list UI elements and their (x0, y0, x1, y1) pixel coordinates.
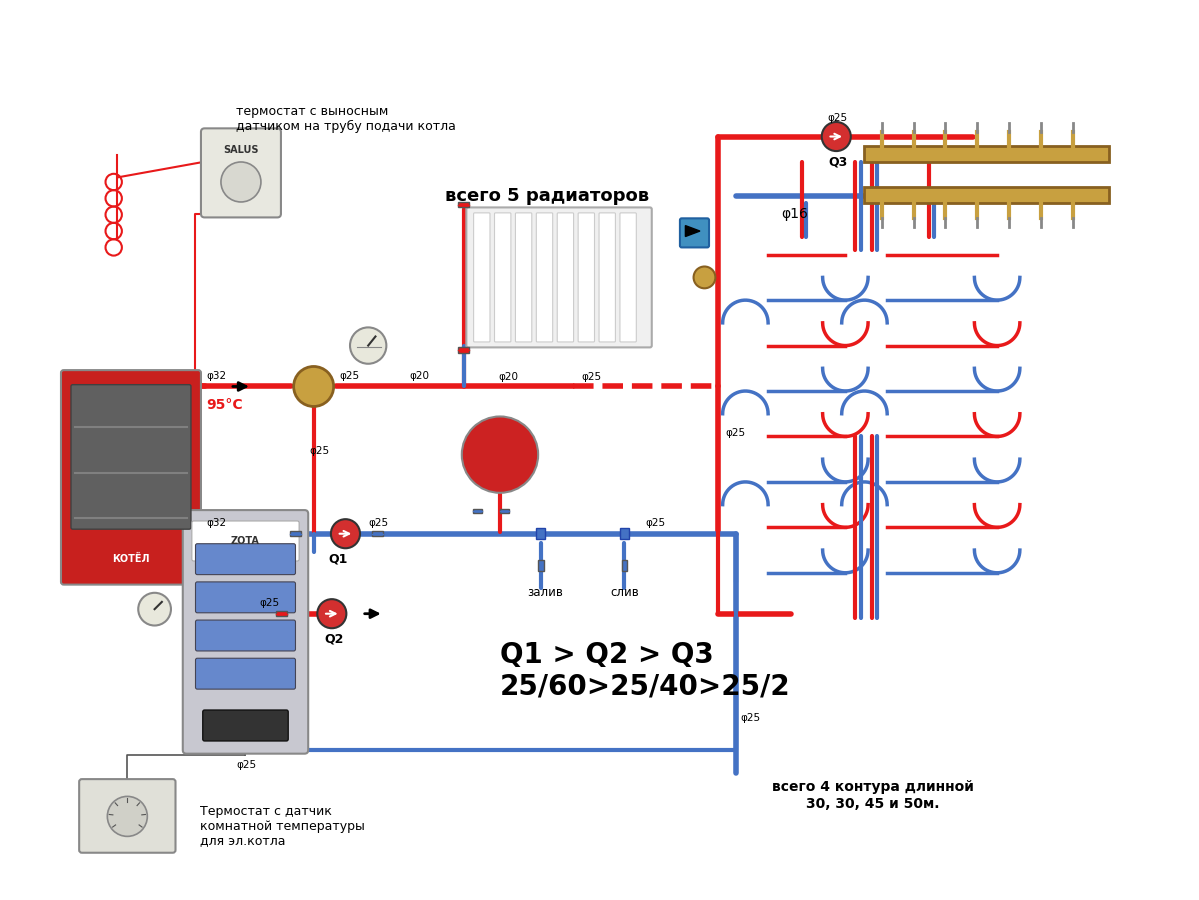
Circle shape (693, 266, 716, 288)
Text: φ25: φ25 (827, 113, 848, 123)
Circle shape (221, 162, 261, 202)
Text: φ20: φ20 (409, 371, 429, 381)
FancyBboxPatch shape (201, 129, 281, 218)
FancyBboxPatch shape (620, 213, 637, 342)
Text: Q2: Q2 (324, 633, 343, 645)
FancyBboxPatch shape (182, 510, 308, 753)
Text: всего 4 контура длинной
30, 30, 45 и 50м.: всего 4 контура длинной 30, 30, 45 и 50м… (772, 780, 974, 811)
Text: φ25: φ25 (309, 446, 330, 456)
Text: φ25: φ25 (741, 713, 761, 724)
Circle shape (138, 593, 171, 626)
Text: 95°C: 95°C (206, 398, 243, 411)
Circle shape (318, 599, 347, 628)
Bar (458, 202, 469, 207)
Text: термостат с выносным
датчиком на трубу подачи котла: термостат с выносным датчиком на трубу п… (236, 104, 457, 133)
Bar (500, 508, 510, 513)
FancyBboxPatch shape (863, 146, 1109, 162)
Text: φ25: φ25 (645, 518, 665, 527)
Text: залив: залив (528, 586, 564, 599)
Text: φ32: φ32 (206, 518, 227, 527)
Bar (538, 560, 543, 571)
Bar (620, 528, 629, 539)
Bar (277, 611, 288, 616)
Text: КОТЁЛ: КОТЁЛ (113, 554, 150, 564)
FancyBboxPatch shape (578, 213, 595, 342)
Bar (536, 528, 546, 539)
FancyBboxPatch shape (600, 213, 615, 342)
FancyBboxPatch shape (61, 370, 201, 585)
Circle shape (350, 328, 386, 364)
Text: φ16: φ16 (782, 207, 808, 220)
FancyBboxPatch shape (195, 582, 295, 613)
FancyBboxPatch shape (494, 213, 511, 342)
Text: ZOTA: ZOTA (231, 536, 260, 546)
Text: φ25: φ25 (339, 371, 360, 381)
Circle shape (294, 366, 333, 407)
FancyBboxPatch shape (466, 207, 652, 347)
Text: φ25: φ25 (259, 598, 279, 608)
FancyBboxPatch shape (680, 219, 709, 248)
FancyBboxPatch shape (863, 186, 1109, 202)
Circle shape (331, 519, 360, 548)
Text: Q1 > Q2 > Q3: Q1 > Q2 > Q3 (500, 641, 713, 669)
Text: φ25: φ25 (582, 373, 602, 382)
FancyBboxPatch shape (474, 213, 490, 342)
Bar (290, 531, 301, 536)
Text: φ25: φ25 (368, 518, 388, 527)
Circle shape (108, 796, 147, 836)
FancyBboxPatch shape (536, 213, 553, 342)
Text: φ25: φ25 (236, 760, 257, 770)
Polygon shape (686, 226, 700, 237)
Text: Q3: Q3 (829, 156, 848, 168)
FancyBboxPatch shape (558, 213, 573, 342)
Bar (622, 560, 627, 571)
Text: Термостат с датчик
комнатной температуры
для эл.котла: Термостат с датчик комнатной температуры… (200, 805, 364, 848)
Bar (372, 531, 382, 536)
FancyBboxPatch shape (516, 213, 532, 342)
Text: 25/60>25/40>25/2: 25/60>25/40>25/2 (500, 672, 790, 700)
FancyBboxPatch shape (195, 544, 295, 574)
Text: φ25: φ25 (725, 428, 746, 437)
Text: SALUS: SALUS (223, 145, 259, 155)
Circle shape (462, 417, 538, 493)
FancyBboxPatch shape (71, 384, 191, 529)
Text: Q1: Q1 (329, 553, 348, 566)
Bar (458, 347, 469, 353)
FancyBboxPatch shape (195, 620, 295, 651)
Text: φ20: φ20 (498, 373, 518, 382)
FancyBboxPatch shape (79, 779, 175, 852)
FancyBboxPatch shape (195, 658, 295, 689)
Text: φ32: φ32 (206, 371, 227, 381)
FancyBboxPatch shape (192, 521, 299, 561)
Text: всего 5 радиаторов: всего 5 радиаторов (446, 186, 650, 204)
Bar (472, 508, 482, 513)
Circle shape (821, 122, 851, 151)
Text: слив: слив (610, 586, 639, 599)
FancyBboxPatch shape (203, 710, 288, 741)
